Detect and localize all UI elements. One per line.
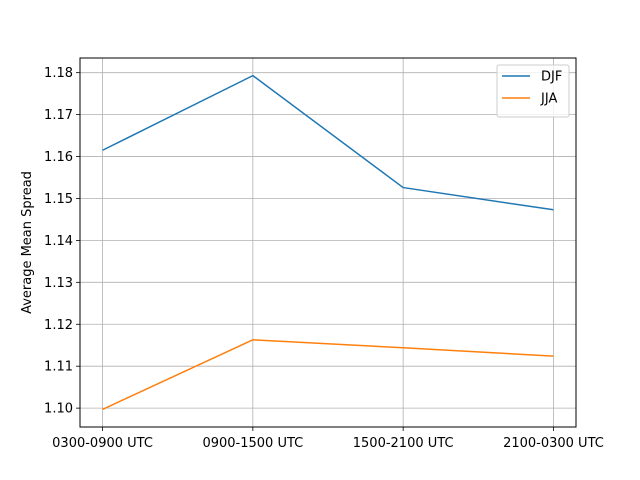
y-tick-label: 1.18 — [44, 66, 73, 81]
y-tick-label: 1.15 — [44, 192, 73, 207]
y-tick-label: 1.14 — [44, 234, 73, 249]
grid-lines — [80, 58, 576, 427]
y-tick-label: 1.13 — [44, 276, 73, 291]
series-line-djf — [102, 74, 554, 211]
y-axis-label: Average Mean Spread — [20, 171, 35, 314]
y-tick-label: 1.11 — [44, 360, 73, 375]
x-axis-ticks: 0300-0900 UTC 0900-1500 UTC 1500-2100 UTC 2… — [52, 427, 604, 451]
y-axis-ticks: 1.10 1.11 1.12 1.13 1.14 1.15 1.16 1.17 1.18 — [44, 66, 80, 417]
y-tick-label: 1.17 — [44, 108, 73, 123]
plot-frame — [79, 57, 577, 428]
x-tick-label: 0900-1500 UTC — [202, 436, 303, 451]
series-lines — [102, 74, 554, 411]
legend: DJF JJA — [496, 64, 570, 118]
x-tick-label: 2100-0300 UTC — [503, 436, 604, 451]
legend-label: JJA — [540, 92, 557, 107]
y-tick-label: 1.16 — [44, 150, 73, 165]
legend-box — [496, 64, 570, 118]
legend-label: DJF — [541, 70, 562, 85]
y-tick-label: 1.12 — [44, 318, 73, 333]
legend-items: DJF JJA — [502, 70, 562, 107]
series-line-jja — [102, 339, 554, 411]
y-tick-label: 1.10 — [44, 402, 73, 417]
x-tick-label: 0300-0900 UTC — [52, 436, 153, 451]
x-tick-label: 1500-2100 UTC — [353, 436, 454, 451]
